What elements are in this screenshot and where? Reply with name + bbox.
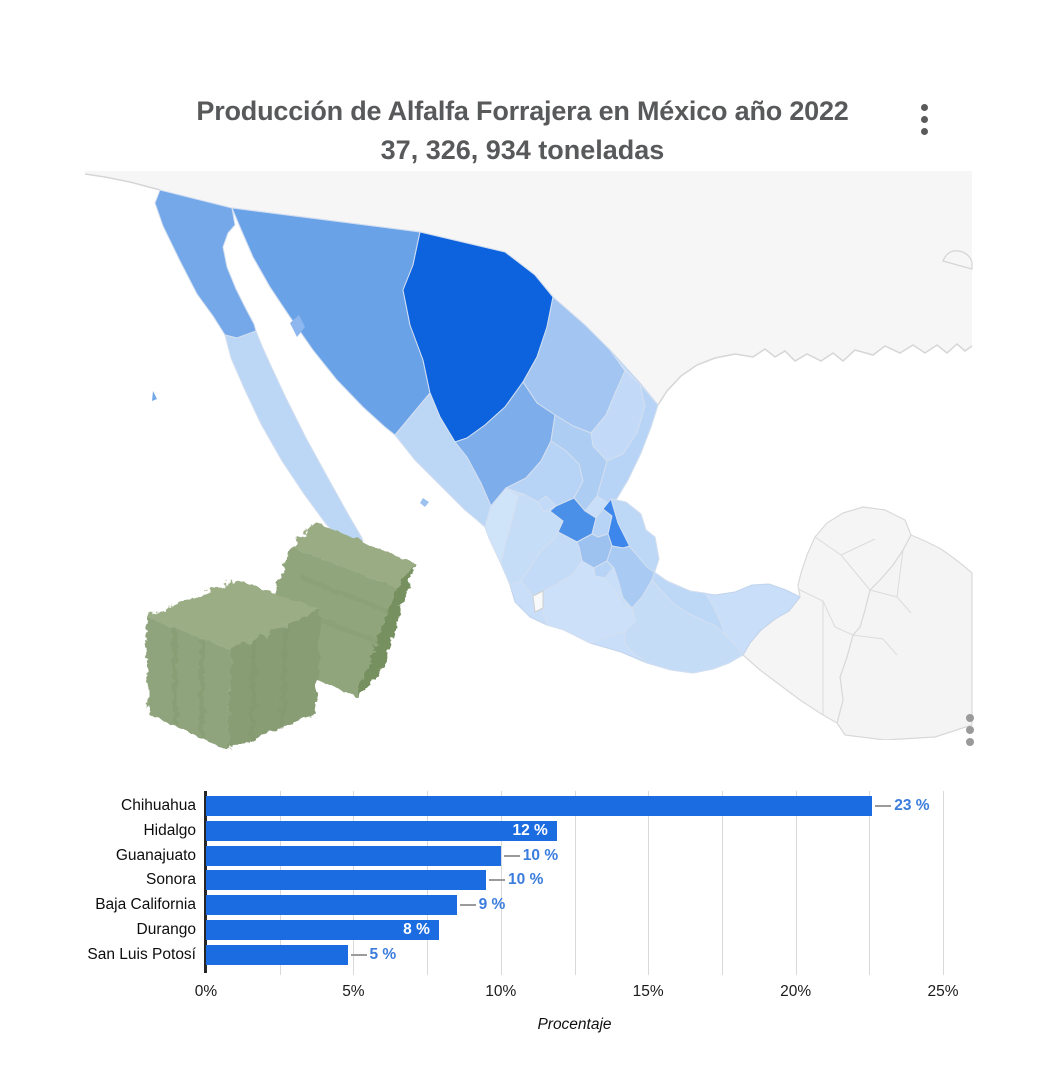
x-tick-label: 25% (927, 983, 959, 1000)
dot (921, 115, 928, 123)
value-label-baja-california: 9 % (478, 896, 506, 914)
x-tick-label: 10% (485, 983, 517, 1000)
category-label-sonora: Sonora (146, 871, 196, 889)
x-tick-label: 20% (780, 983, 812, 1000)
x-axis-title: Procentaje (537, 1016, 612, 1033)
value-label-chihuahua: 23 % (894, 797, 930, 814)
state-colima[interactable] (532, 590, 544, 613)
leader-line (459, 904, 476, 907)
value-label-sonora: 10 % (508, 871, 544, 889)
leader-line (503, 854, 520, 857)
x-tick-label: 15% (632, 983, 664, 1000)
bar-baja-california[interactable] (206, 895, 457, 916)
gridline (500, 791, 502, 975)
bar-guanajuato[interactable] (206, 845, 501, 866)
bar-chihuahua[interactable] (206, 796, 873, 816)
category-label-chihuahua: Chihuahua (121, 797, 196, 814)
bar-san-luis-potosi[interactable] (206, 944, 348, 965)
island-bc-islet (152, 391, 157, 401)
chart-title: Producción de Alfalfa Forrajera en Méxic… (196, 96, 849, 126)
category-label-hidalgo: Hidalgo (143, 821, 196, 839)
bar-plot-area: 23 % 12 % 10 % 10 % 9 % 8 % 5 % (204, 791, 944, 975)
value-label-guanajuato: 10 % (522, 846, 559, 864)
gridline (574, 791, 576, 975)
gridline (943, 791, 944, 975)
category-label-baja-california: Baja California (95, 896, 196, 914)
category-label-durango: Durango (136, 921, 196, 938)
value-label-durango: 8 % (403, 921, 430, 938)
bar-durango[interactable] (206, 920, 439, 940)
dot (966, 738, 974, 746)
x-tick-label: 5% (342, 983, 365, 1000)
dot (921, 127, 928, 135)
category-label-guanajuato: Guanajuato (115, 846, 196, 864)
leader-line (350, 953, 367, 956)
x-tick-label: 0% (194, 983, 218, 1000)
vertical-ellipsis-icon[interactable] (921, 101, 928, 137)
region-florida-tip (942, 250, 973, 270)
region-yucatan-chiapas[interactable] (742, 506, 912, 724)
gridline (721, 791, 723, 975)
gridline (648, 791, 650, 975)
bar-sonora[interactable] (206, 870, 487, 891)
state-oaxaca[interactable] (624, 579, 744, 674)
mexico-choropleth-map (85, 171, 973, 740)
island-marias (420, 498, 429, 507)
vertical-ellipsis-icon[interactable] (966, 712, 974, 748)
category-label-san-luis-potosi: San Luis Potosí (87, 945, 196, 963)
island-tiburon (290, 315, 305, 337)
page-title: Producción de Alfalfa Forrajera en Méxic… (85, 98, 960, 164)
gridline (869, 791, 871, 975)
state-baja-california[interactable] (154, 189, 257, 339)
dot (966, 714, 974, 722)
usa-gulf-coastline (85, 173, 973, 406)
dot (921, 103, 928, 111)
y-axis-line (204, 791, 207, 973)
production-share-bar-chart: Chihuahua Hidalgo Guanajuato Sonora Baja Cal… (0, 780, 1045, 1080)
value-label-hidalgo: 12 % (512, 821, 548, 839)
value-label-san-luis-potosi: 5 % (369, 945, 397, 963)
alfalfa-hay-bales-photo (146, 522, 416, 750)
dot (966, 726, 974, 734)
leader-line (489, 879, 506, 882)
state-san-luis-potosi[interactable] (550, 414, 608, 512)
bar-hidalgo[interactable] (206, 820, 557, 841)
gridline (795, 791, 797, 975)
region-usa (85, 171, 972, 405)
leader-line (875, 805, 892, 807)
chart-subtitle-total: 37, 326, 934 toneladas (380, 135, 665, 165)
